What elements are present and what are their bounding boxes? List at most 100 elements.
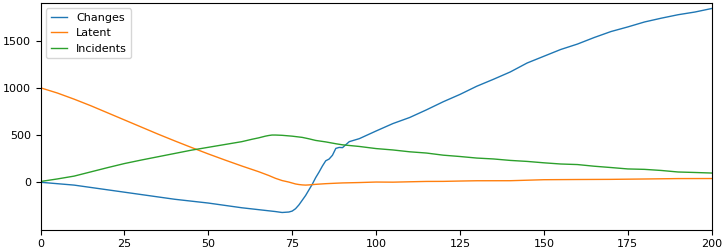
Latent: [389, 181, 397, 184]
Incidents: [36, 180, 45, 183]
Incidents: [590, 165, 599, 168]
Latent: [137, 125, 146, 129]
Legend: Changes, Latent, Incidents: Changes, Latent, Incidents: [46, 8, 131, 58]
Incidents: [708, 172, 716, 175]
Latent: [439, 180, 447, 183]
Latent: [607, 178, 616, 181]
Latent: [294, 183, 303, 186]
Changes: [302, 194, 310, 197]
Latent: [284, 181, 293, 184]
Changes: [53, 182, 62, 185]
Incidents: [331, 142, 340, 145]
Incidents: [389, 148, 397, 151]
Latent: [53, 91, 62, 94]
Latent: [573, 178, 581, 181]
Latent: [86, 104, 95, 107]
Incidents: [674, 171, 682, 174]
Changes: [278, 211, 286, 214]
Incidents: [137, 159, 146, 162]
Latent: [70, 98, 78, 101]
Latent: [170, 139, 179, 142]
Latent: [254, 170, 263, 173]
Changes: [506, 70, 515, 73]
Latent: [103, 111, 112, 114]
Latent: [220, 159, 229, 162]
Incidents: [271, 134, 280, 137]
Incidents: [321, 140, 330, 143]
Changes: [36, 181, 45, 184]
Changes: [405, 116, 414, 119]
Latent: [674, 177, 682, 180]
Incidents: [261, 135, 270, 138]
Latent: [271, 177, 280, 180]
Latent: [355, 181, 364, 184]
Latent: [539, 178, 548, 181]
Latent: [311, 183, 320, 186]
Latent: [154, 133, 162, 136]
Latent: [265, 174, 273, 177]
Incidents: [247, 138, 256, 141]
Incidents: [573, 163, 581, 166]
Incidents: [539, 161, 548, 164]
Incidents: [70, 175, 78, 178]
Latent: [338, 181, 347, 184]
Latent: [238, 165, 247, 168]
Incidents: [120, 162, 129, 165]
Latent: [291, 182, 300, 185]
Latent: [405, 180, 414, 183]
Latent: [278, 179, 286, 182]
Latent: [708, 177, 716, 180]
Incidents: [298, 136, 307, 139]
Latent: [321, 182, 330, 185]
Latent: [331, 182, 340, 185]
Changes: [372, 130, 381, 133]
Latent: [372, 180, 381, 183]
Incidents: [690, 171, 699, 174]
Incidents: [338, 143, 347, 146]
Latent: [422, 180, 431, 183]
Incidents: [405, 150, 414, 153]
Incidents: [489, 158, 498, 161]
Latent: [120, 118, 129, 121]
Changes: [338, 146, 347, 149]
Incidents: [154, 155, 162, 158]
Latent: [187, 146, 196, 149]
Incidents: [523, 160, 531, 163]
Incidents: [506, 159, 515, 162]
Incidents: [640, 168, 649, 171]
Latent: [304, 183, 313, 186]
Incidents: [473, 156, 481, 160]
Incidents: [220, 143, 229, 146]
Changes: [708, 7, 716, 10]
Incidents: [53, 177, 62, 180]
Incidents: [278, 134, 286, 137]
Incidents: [103, 166, 112, 169]
Latent: [473, 179, 481, 182]
Incidents: [624, 167, 632, 170]
Incidents: [238, 140, 247, 143]
Latent: [455, 179, 464, 182]
Incidents: [86, 170, 95, 173]
Incidents: [355, 145, 364, 148]
Incidents: [422, 151, 431, 154]
Incidents: [607, 166, 616, 169]
Latent: [506, 179, 515, 182]
Latent: [288, 181, 297, 184]
Line: Latent: Latent: [41, 88, 712, 185]
Incidents: [254, 136, 263, 139]
Latent: [640, 177, 649, 180]
Incidents: [455, 155, 464, 158]
Latent: [298, 183, 307, 186]
Incidents: [439, 154, 447, 157]
Incidents: [657, 169, 666, 172]
Incidents: [268, 134, 276, 137]
Incidents: [170, 152, 179, 155]
Incidents: [288, 135, 297, 138]
Incidents: [304, 137, 313, 140]
Incidents: [265, 134, 273, 137]
Line: Incidents: Incidents: [41, 135, 712, 181]
Latent: [204, 152, 212, 155]
Latent: [302, 184, 310, 187]
Incidents: [311, 139, 320, 142]
Incidents: [204, 146, 212, 149]
